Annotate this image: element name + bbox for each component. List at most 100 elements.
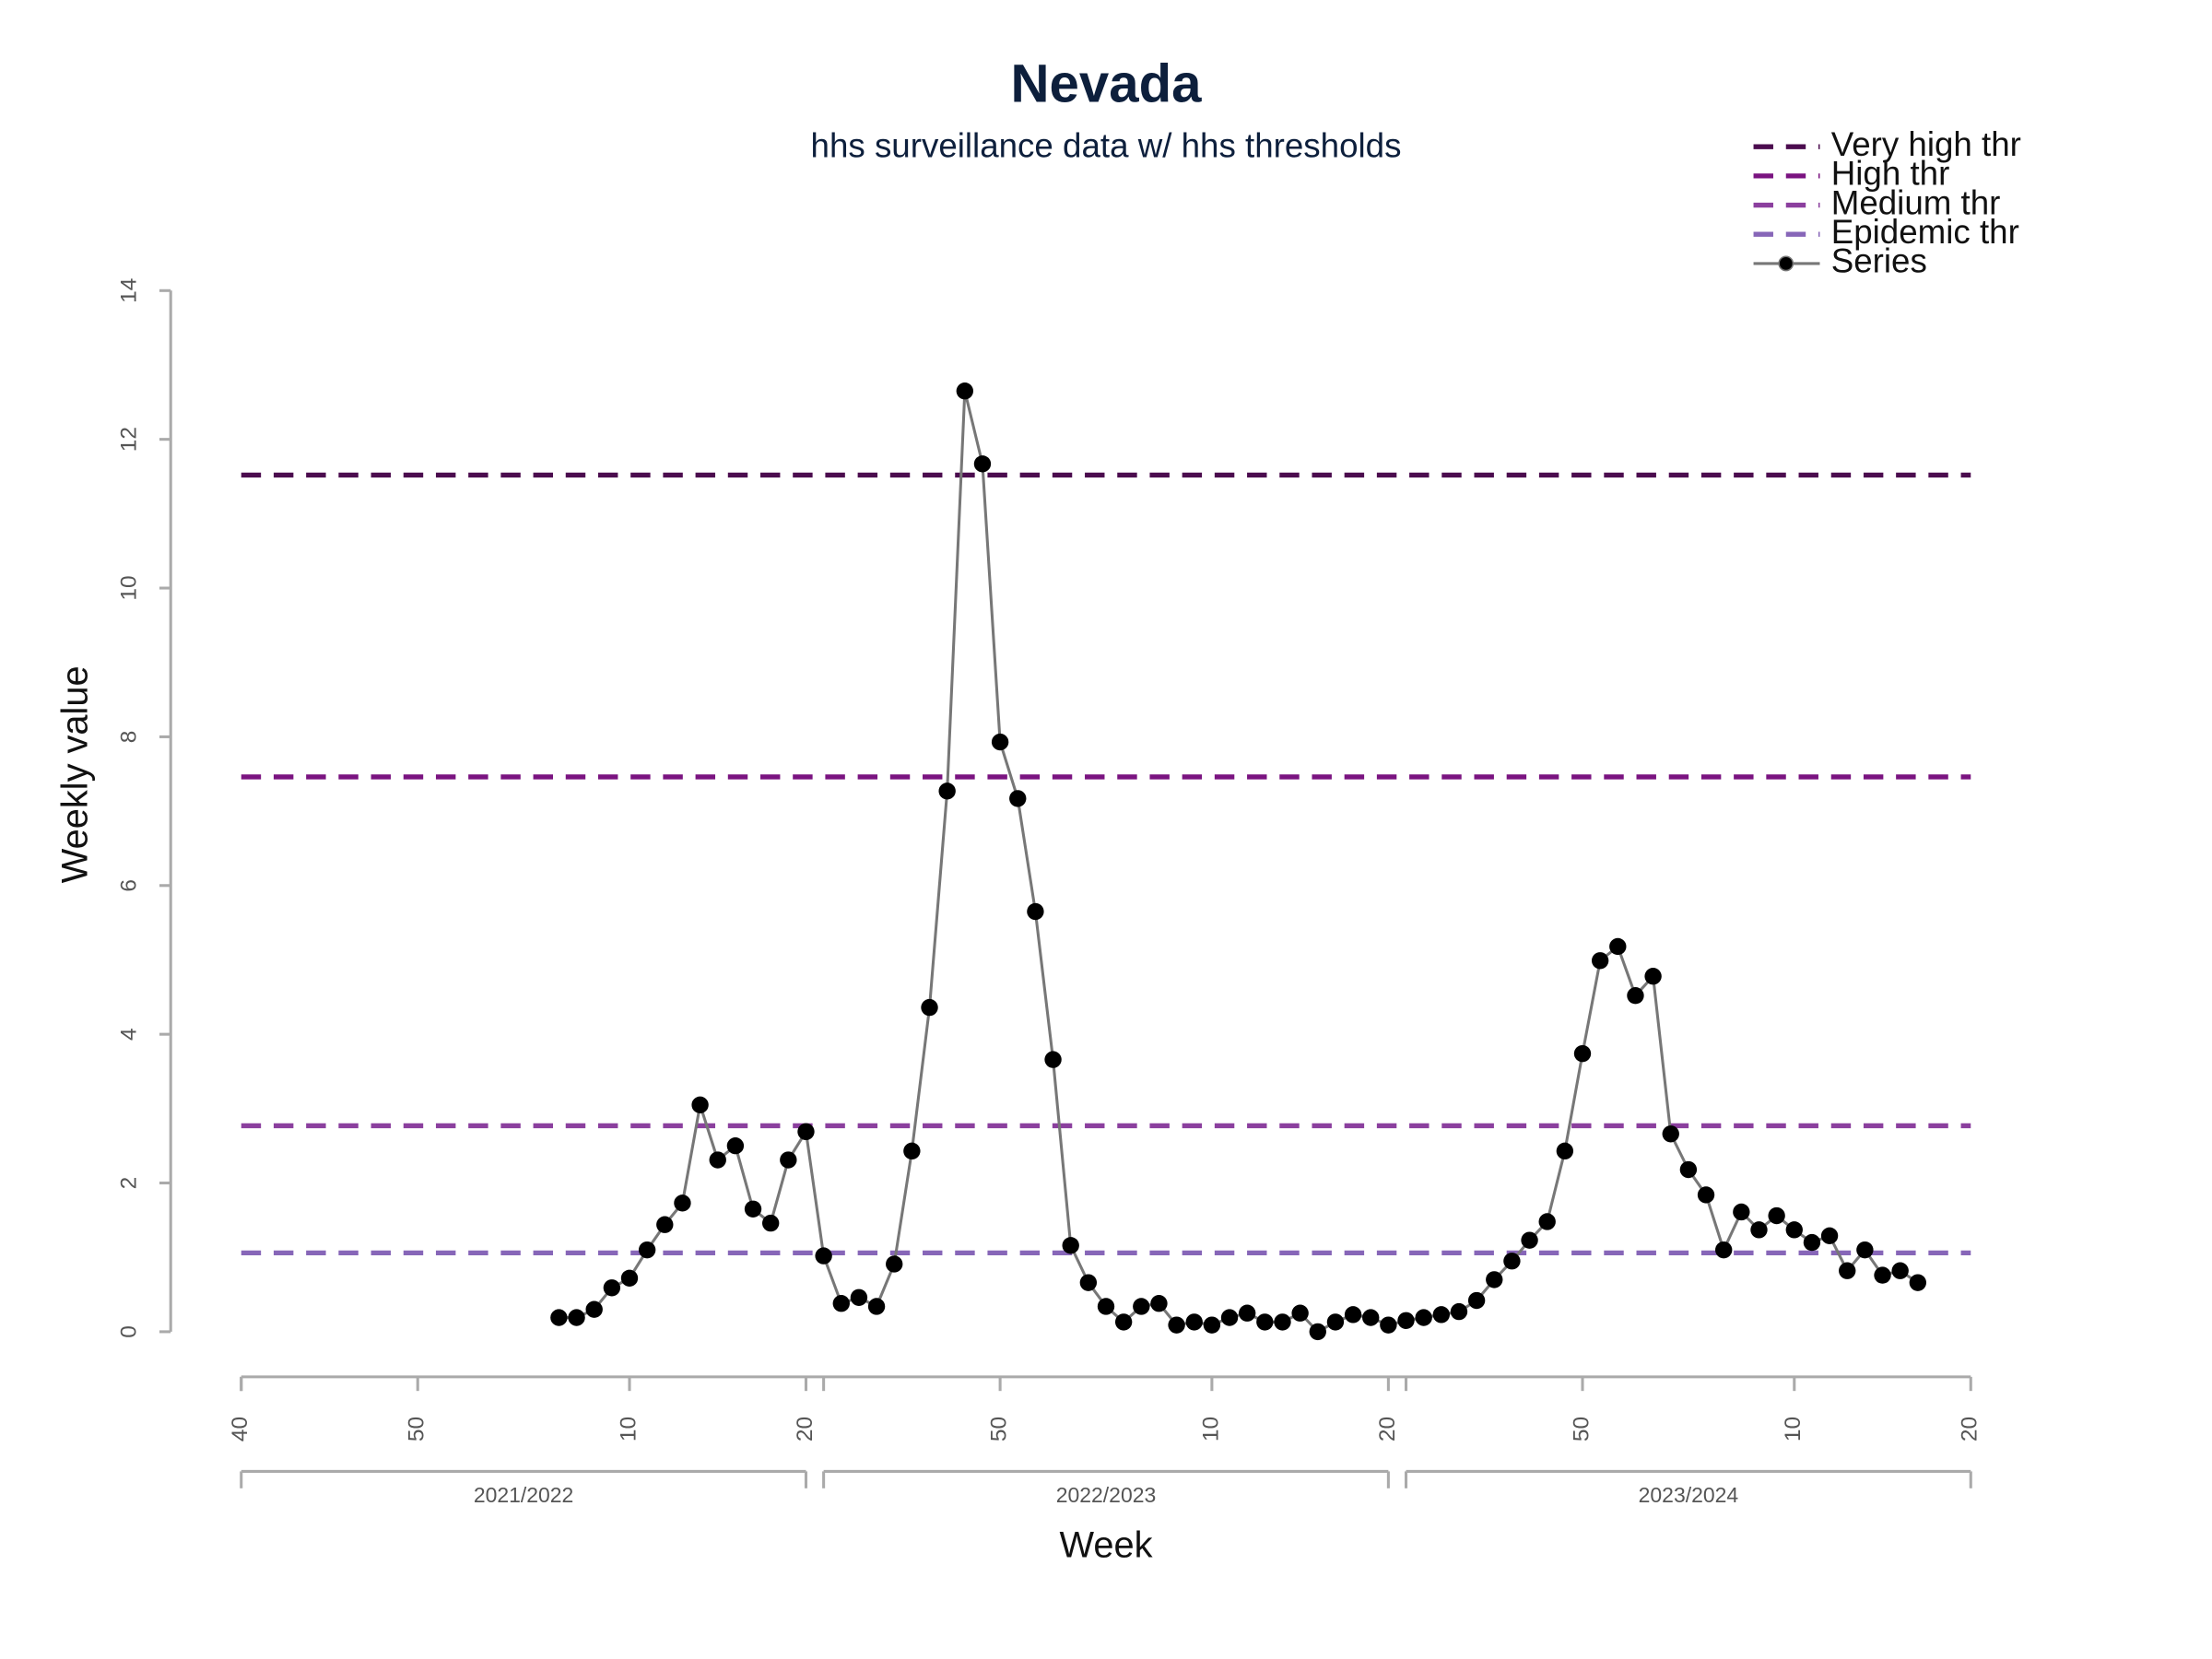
series-point (1097, 1298, 1115, 1315)
series-point (1715, 1241, 1733, 1259)
x-tick-label: 20 (793, 1417, 818, 1441)
series-point (1467, 1291, 1486, 1310)
x-tick-label: 50 (987, 1417, 1012, 1441)
series-point (938, 782, 956, 800)
series-point (1573, 1044, 1592, 1063)
series-line (559, 390, 1919, 1334)
series-point (1627, 987, 1644, 1005)
series-point (1168, 1316, 1185, 1334)
chart-title: Nevada (1011, 53, 1203, 113)
x-tick-label: 20 (1958, 1417, 1983, 1441)
series-point (1079, 1274, 1098, 1291)
series-point (1556, 1142, 1574, 1160)
series-point (991, 733, 1009, 751)
series-point (1027, 902, 1044, 921)
series-point (1344, 1306, 1362, 1324)
series-point (550, 1309, 568, 1326)
series-point (1380, 1316, 1397, 1334)
series-point (1750, 1221, 1768, 1239)
series-point (1397, 1312, 1415, 1329)
x-tick-label: 20 (1375, 1417, 1400, 1441)
series-point (568, 1309, 585, 1326)
series-point (1274, 1313, 1291, 1331)
series-point (1909, 1274, 1927, 1291)
series-point (1185, 1313, 1203, 1331)
series-point (1785, 1221, 1803, 1239)
series-point (1415, 1309, 1432, 1326)
series-point (761, 1214, 780, 1232)
y-tick-label: 12 (116, 427, 141, 452)
series-point (956, 382, 973, 400)
y-tick-label: 6 (116, 879, 141, 892)
series-point (973, 455, 992, 473)
legend-label: Medium thr (1831, 183, 2001, 221)
series-point (1820, 1227, 1839, 1244)
series-point (1450, 1302, 1468, 1321)
series-point (1591, 952, 1609, 970)
series-point (1432, 1306, 1451, 1324)
series-point (726, 1137, 745, 1155)
series-point (1856, 1241, 1874, 1259)
x-tick-label: 50 (1569, 1417, 1594, 1441)
y-tick-label: 8 (116, 731, 141, 744)
x-tick-label: 10 (1781, 1417, 1806, 1441)
series-point (1679, 1160, 1698, 1179)
y-tick-label: 10 (116, 575, 141, 600)
series-point (886, 1255, 903, 1273)
series-point (867, 1298, 886, 1315)
series-point (1486, 1271, 1503, 1288)
series-point (603, 1279, 621, 1297)
x-tick-label: 50 (405, 1417, 429, 1441)
legend-label: Series (1831, 242, 1927, 280)
legend-label: Epidemic thr (1831, 213, 2019, 251)
series-point (815, 1247, 832, 1265)
series-point (1362, 1309, 1380, 1326)
series-point (691, 1096, 709, 1113)
legend-label: Very high thr (1831, 125, 2021, 163)
series-point (1114, 1313, 1133, 1331)
series-point (1256, 1313, 1274, 1331)
season-label: 2023/2024 (1639, 1483, 1739, 1507)
series-point (1009, 790, 1027, 807)
x-tick-label: 10 (1198, 1417, 1223, 1441)
legend-label: High thr (1831, 155, 1950, 193)
series-point (1891, 1262, 1909, 1279)
season-label: 2022/2023 (1056, 1483, 1156, 1507)
series-point (1768, 1206, 1785, 1225)
y-tick-label: 2 (116, 1177, 141, 1190)
chart-subtitle: hhs surveillance data w/ hhs thresholds (811, 126, 1402, 164)
series-point (1133, 1298, 1150, 1315)
series-point (903, 1142, 921, 1160)
series-point (638, 1241, 656, 1259)
series-point (832, 1295, 850, 1312)
x-tick-label: 40 (228, 1417, 253, 1441)
series-point (1662, 1125, 1679, 1143)
series-point (1326, 1313, 1345, 1331)
series-point (744, 1200, 762, 1218)
y-tick-label: 14 (116, 278, 141, 303)
series-point (1644, 968, 1662, 985)
series-point (1220, 1309, 1239, 1326)
y-tick-label: 4 (116, 1028, 141, 1041)
series-point (1309, 1323, 1326, 1341)
series-point (797, 1123, 815, 1141)
series-point (1839, 1262, 1856, 1279)
series-point (1697, 1186, 1715, 1204)
series-point (1203, 1316, 1221, 1334)
y-tick-label: 0 (116, 1325, 141, 1338)
series-point (1062, 1237, 1079, 1254)
series-point (1291, 1304, 1309, 1322)
series-point (620, 1269, 639, 1287)
series-point (709, 1151, 726, 1169)
season-label: 2021/2022 (474, 1483, 573, 1507)
series-point (1521, 1231, 1538, 1249)
x-tick-label: 10 (616, 1417, 641, 1441)
series-point (1803, 1233, 1821, 1252)
series-point (585, 1300, 603, 1318)
x-axis-label: Week (1060, 1525, 1153, 1566)
series-point (674, 1194, 691, 1212)
series-point (921, 998, 938, 1017)
series-point (1733, 1203, 1750, 1221)
series-point (780, 1151, 797, 1169)
